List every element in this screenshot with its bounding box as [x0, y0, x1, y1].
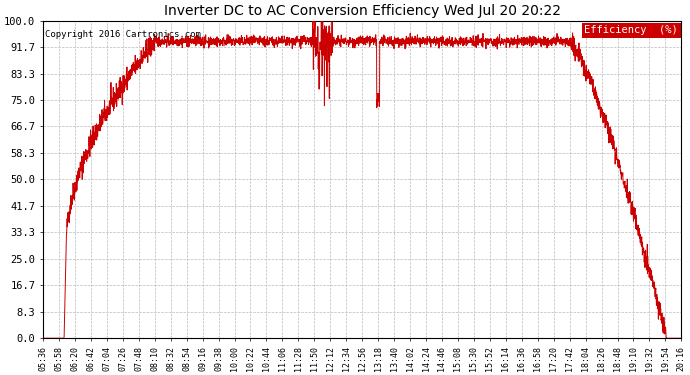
Title: Inverter DC to AC Conversion Efficiency Wed Jul 20 20:22: Inverter DC to AC Conversion Efficiency … — [164, 4, 561, 18]
Text: Copyright 2016 Cartronics.com: Copyright 2016 Cartronics.com — [45, 30, 201, 39]
Text: Efficiency  (%): Efficiency (%) — [584, 26, 678, 36]
